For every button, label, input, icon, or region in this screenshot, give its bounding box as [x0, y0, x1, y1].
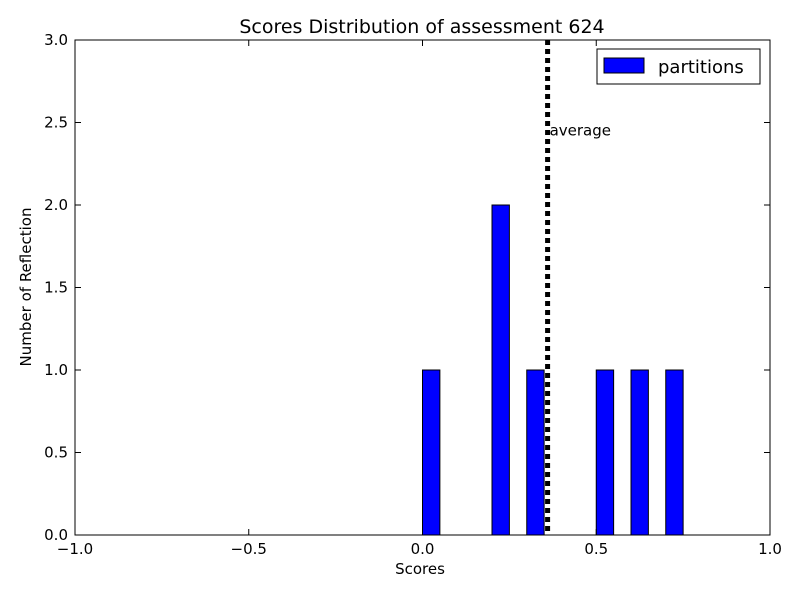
- y-tick-label: 1.5: [44, 279, 68, 297]
- y-tick-label: 2.0: [44, 196, 68, 214]
- bar-2: [526, 369, 545, 536]
- y-tick-label: 0.0: [44, 526, 68, 544]
- legend-label: partitions: [658, 57, 744, 78]
- ticks-layer: −1.0 −0.5 0.0 0.5 1.0 0.0 0.5 1.0 1.5 2.0 2.5 3.0: [44, 31, 782, 558]
- x-tick-label: −0.5: [231, 540, 267, 558]
- x-tick-label: 0.0: [411, 540, 435, 558]
- x-tick-label: 1.0: [758, 540, 782, 558]
- y-tick-label: 1.0: [44, 361, 68, 379]
- y-tick-label: 0.5: [44, 444, 68, 462]
- legend-swatch: [603, 57, 645, 74]
- average-line-label: average: [550, 122, 611, 140]
- bar-0: [422, 369, 441, 536]
- average-line-group: average: [545, 40, 611, 535]
- x-axis-label: Scores: [395, 560, 445, 578]
- y-axis-label: Number of Reflection: [17, 208, 35, 367]
- x-tick-label: 0.5: [584, 540, 608, 558]
- bar-4: [630, 369, 649, 536]
- legend: partitions: [596, 48, 761, 85]
- y-tick-label: 2.5: [44, 114, 68, 132]
- x-tick-label: −1.0: [57, 540, 93, 558]
- bar-1: [491, 204, 510, 536]
- bars-layer: [422, 204, 684, 536]
- y-tick-label: 3.0: [44, 31, 68, 49]
- bar-5: [665, 369, 684, 536]
- bar-3: [595, 369, 615, 536]
- chart-title: Scores Distribution of assessment 624: [239, 16, 604, 38]
